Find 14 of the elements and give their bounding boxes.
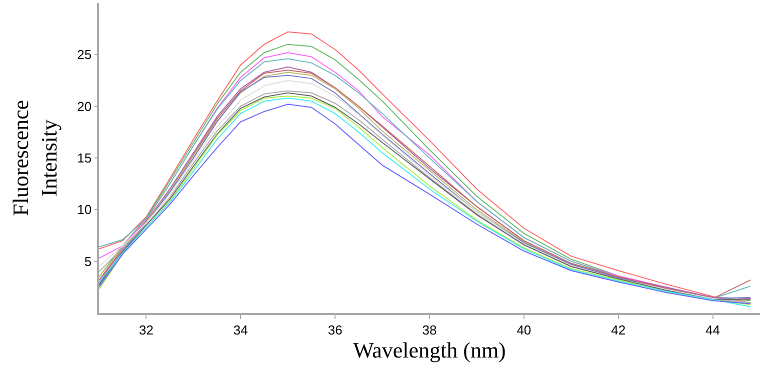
y-tick-label: 25 — [77, 47, 92, 62]
x-tick-label: 36 — [328, 322, 342, 338]
x-tick-label: 32 — [138, 322, 154, 338]
y-tick-label: 10 — [77, 202, 92, 218]
x-axis-title: Wavelength (nm) — [353, 337, 506, 362]
y-tick-label: 20 — [77, 98, 92, 114]
y-tick-label: 5 — [84, 254, 92, 269]
x-tick-label: 42 — [611, 322, 626, 338]
x-tick-label: 34 — [233, 322, 248, 338]
y-tick-label: 15 — [77, 150, 92, 166]
x-tick-label: 38 — [422, 322, 437, 338]
y-axis-title: Fluorescence Intensity — [8, 100, 62, 216]
x-tick-label: 40 — [516, 322, 532, 338]
x-tick-label: 44 — [706, 322, 720, 338]
